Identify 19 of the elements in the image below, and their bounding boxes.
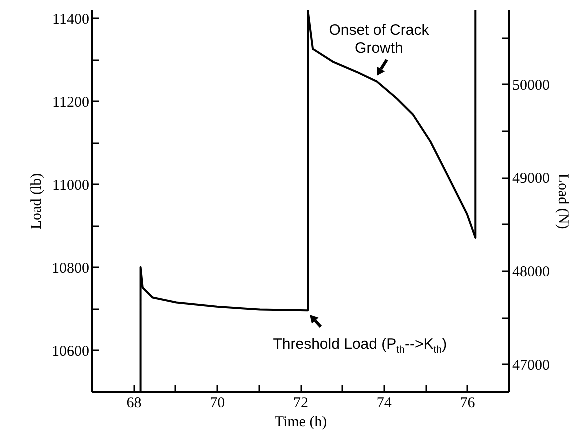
y-axis-title: Load (lb) xyxy=(29,173,45,230)
y-tick-label: 11200 xyxy=(52,94,90,111)
y2-tick-label: 48000 xyxy=(512,264,550,281)
y2-tick-label: 50000 xyxy=(512,78,550,94)
x-tick-label: 76 xyxy=(460,396,476,412)
x-tick-label: 68 xyxy=(126,396,142,412)
x-tick-label: 70 xyxy=(210,396,226,412)
y-tick-label: 10800 xyxy=(52,260,90,277)
y2-tick-label: 47000 xyxy=(512,358,550,374)
annotation: Threshold Load (P$_{th}$-->K$_{th}$) xyxy=(272,336,448,358)
x-tick-label: 72 xyxy=(294,396,308,412)
y-tick-label: 11000 xyxy=(52,178,90,194)
x-tick-label: 74 xyxy=(376,396,392,412)
annotation: Onset of Crack Growth xyxy=(328,22,430,58)
y2-axis-title: Load (N) xyxy=(555,174,571,230)
y-tick-label: 11400 xyxy=(52,12,90,28)
y-tick-label: 10600 xyxy=(52,344,90,360)
y2-tick-label: 49000 xyxy=(512,171,550,188)
x-axis-title: Time (h) xyxy=(274,414,328,430)
